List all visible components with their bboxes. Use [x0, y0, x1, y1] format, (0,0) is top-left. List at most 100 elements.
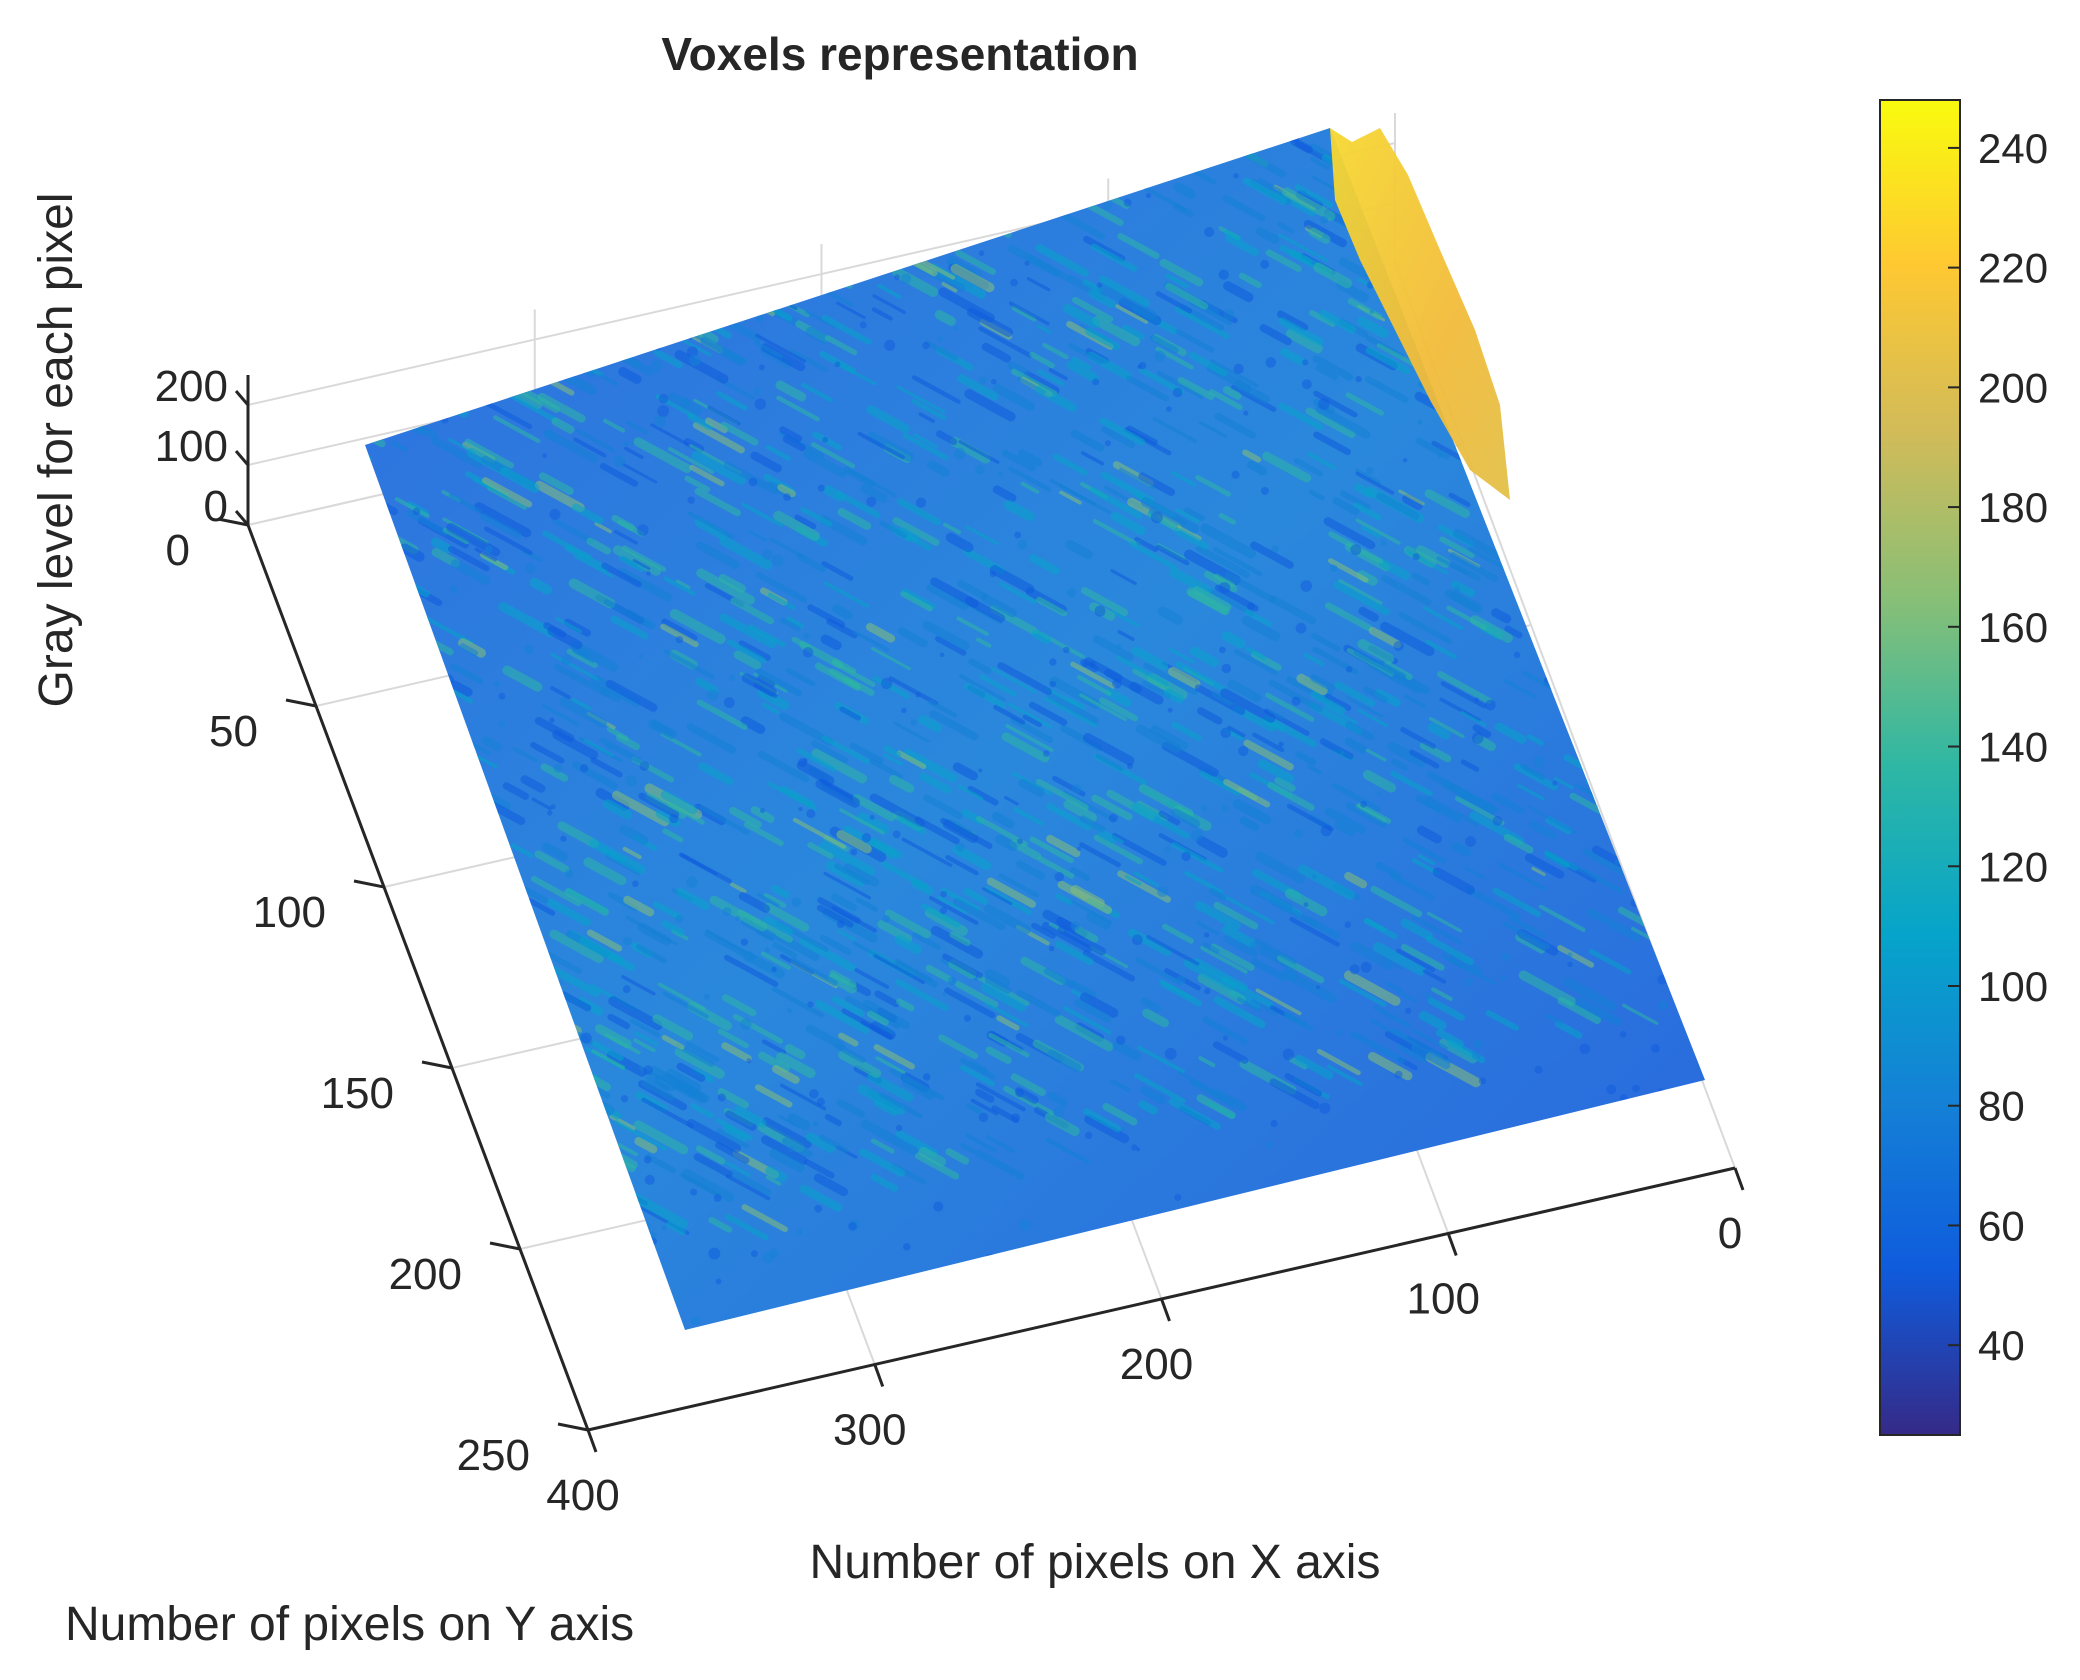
surface-streak	[1135, 957, 1182, 986]
surface-streak	[1563, 571, 1589, 591]
surface-streak	[1059, 490, 1082, 505]
surface-streak	[463, 781, 485, 797]
surface-speck	[1718, 511, 1722, 515]
y-tick-label: 0	[166, 526, 190, 575]
surface-speck	[370, 1164, 381, 1174]
surface-speck	[836, 920, 845, 929]
surface-streak	[1195, 545, 1250, 578]
surface-speck	[493, 368, 501, 376]
surface-streak	[1440, 681, 1487, 709]
surface-speck	[760, 808, 765, 814]
surface-streak	[816, 904, 854, 928]
surface-streak	[954, 980, 999, 1008]
surface-streak	[1227, 725, 1246, 738]
surface-streak	[586, 537, 612, 555]
surface-speck	[1471, 732, 1484, 744]
surface-streak	[1346, 696, 1384, 718]
colorbar-tick-label: 160	[1978, 604, 2048, 651]
surface-streak	[1079, 992, 1119, 1018]
surface-streak	[952, 762, 979, 781]
surface-streak	[1687, 920, 1705, 948]
surface-streak	[1143, 186, 1187, 212]
surface-speck	[817, 484, 825, 492]
surface-streak	[754, 1084, 793, 1108]
surface-streak	[1312, 355, 1354, 381]
surface-streak	[1357, 316, 1389, 339]
surface-speck	[1593, 216, 1605, 228]
surface-speck	[1094, 605, 1106, 617]
surface-streak	[502, 665, 543, 692]
surface-speck	[1311, 874, 1317, 880]
surface-streak	[537, 392, 586, 423]
surface-speck	[555, 979, 563, 987]
surface-speck	[905, 1279, 911, 1285]
surface-speck	[1014, 531, 1022, 539]
surface-speck	[1623, 1300, 1635, 1312]
surface-streak	[1503, 921, 1550, 950]
surface-streak	[955, 249, 996, 275]
surface-speck	[803, 632, 810, 639]
surface-streak	[1004, 796, 1019, 806]
surface-speck	[1652, 441, 1663, 452]
surface-streak	[991, 811, 1015, 829]
surface-streak	[1350, 1030, 1405, 1064]
surface-streak	[1487, 342, 1511, 358]
surface-streak	[1560, 607, 1605, 636]
surface-streak	[879, 520, 908, 539]
surface-speck	[1205, 158, 1211, 164]
surface-speck	[1233, 173, 1239, 179]
surface-streak	[657, 982, 706, 1011]
surface-streak	[1336, 98, 1380, 122]
surface-streak	[1286, 803, 1334, 832]
surface-streak	[823, 485, 845, 502]
surface-streak	[481, 961, 531, 990]
surface-speck	[915, 497, 927, 508]
surface-streak	[1666, 869, 1705, 902]
surface-streak	[1596, 627, 1653, 662]
surface-streak	[1202, 941, 1220, 954]
surface-streak	[918, 198, 966, 228]
surface-speck	[408, 323, 418, 333]
surface-streak	[811, 740, 849, 764]
surface-speck	[384, 375, 390, 381]
surface-speck	[814, 1204, 823, 1213]
surface-speck	[1218, 269, 1229, 280]
surface-streak	[1158, 810, 1181, 826]
surface-streak	[692, 421, 745, 454]
surface-streak	[1230, 384, 1277, 412]
surface-streak	[1007, 702, 1053, 729]
surface-streak	[1110, 1079, 1131, 1093]
surface-streak	[1174, 527, 1209, 550]
surface-speck	[680, 154, 688, 162]
surface-streak	[761, 1039, 787, 1055]
surface-streak	[1238, 272, 1262, 289]
surface-streak	[1357, 708, 1389, 728]
surface-streak	[1223, 934, 1259, 958]
surface-streak	[941, 887, 981, 912]
surface-streak	[776, 395, 820, 422]
surface-streak	[903, 748, 958, 783]
surface-speck	[432, 201, 441, 209]
surface-streak	[1559, 640, 1611, 673]
surface-speck	[686, 876, 698, 888]
surface-speck	[367, 586, 374, 594]
surface-streak	[799, 937, 856, 972]
surface-streak	[1175, 661, 1227, 692]
surface-streak	[607, 1013, 630, 1030]
surface-streak	[1610, 698, 1645, 722]
surface-speck	[1194, 163, 1201, 171]
surface-streak	[1250, 541, 1294, 569]
surface-streak	[854, 238, 888, 260]
surface-speck	[613, 455, 626, 467]
surface-streak	[1168, 647, 1195, 664]
surface-speck	[861, 833, 872, 843]
surface-streak	[365, 452, 366, 474]
surface-speck	[1220, 727, 1231, 739]
surface-streak	[831, 604, 853, 620]
surface-streak	[1518, 503, 1558, 528]
surface-streak	[496, 293, 520, 311]
surface-streak	[1435, 1029, 1464, 1048]
surface-speck	[1084, 1131, 1093, 1140]
surface-streak	[602, 799, 632, 820]
surface-speck	[896, 1124, 903, 1132]
